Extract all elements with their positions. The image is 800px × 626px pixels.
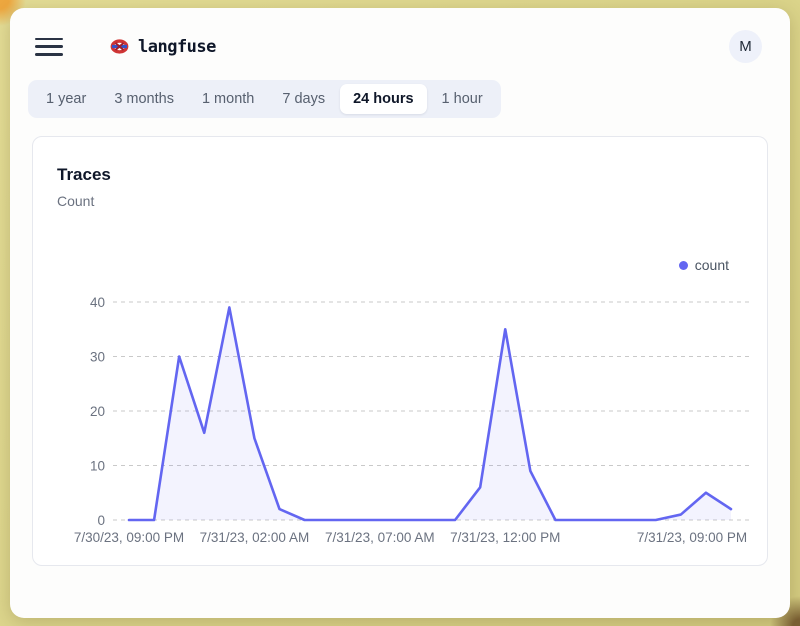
traces-chart: count 0 10 20 30 40 7/30/23, 09:00 PM 7/31/23,… [57,217,749,552]
top-navbar: langfuse M [10,8,790,63]
tab-1-month[interactable]: 1 month [189,84,267,114]
app-window: langfuse M 1 year 3 months 1 month 7 days 24… [10,8,790,618]
chart-legend: count [678,257,729,273]
card-subtitle: Count [57,193,95,209]
user-avatar[interactable]: M [729,30,762,63]
x-tick-label: 7/31/23, 09:00 PM [637,530,747,545]
tab-7-days[interactable]: 7 days [269,84,338,114]
chart-plot-area: 0 10 20 30 40 7/30/23, 09:00 PM 7/31/23, 02:00… [74,295,749,545]
langfuse-logo-icon [110,39,129,54]
tab-24-hours[interactable]: 24 hours [340,84,427,114]
series-line [127,306,733,522]
card-title: Traces [57,165,111,184]
legend-label: count [694,257,729,273]
legend-dot-icon [678,260,688,270]
y-tick-label: 0 [97,513,105,528]
y-tick-label: 40 [90,295,105,310]
menu-icon[interactable] [35,37,63,57]
x-tick-label: 7/31/23, 07:00 AM [325,530,435,545]
tab-1-hour[interactable]: 1 hour [429,84,496,114]
brand[interactable]: langfuse [110,37,216,57]
series-area [129,307,731,520]
y-tick-label: 20 [90,404,105,419]
traces-card: Traces Count count 0 10 20 30 40 7/30/23, 09:… [32,136,768,566]
x-tick-label: 7/30/23, 09:00 PM [74,530,184,545]
brand-name: langfuse [138,36,216,57]
tab-1-year[interactable]: 1 year [33,84,99,114]
y-tick-label: 10 [90,459,105,474]
y-tick-label: 30 [90,350,105,365]
x-tick-label: 7/31/23, 12:00 PM [450,530,560,545]
tab-3-months[interactable]: 3 months [101,84,187,114]
time-range-tablist: 1 year 3 months 1 month 7 days 24 hours 1 hou… [28,80,501,118]
x-tick-label: 7/31/23, 02:00 AM [200,530,310,545]
